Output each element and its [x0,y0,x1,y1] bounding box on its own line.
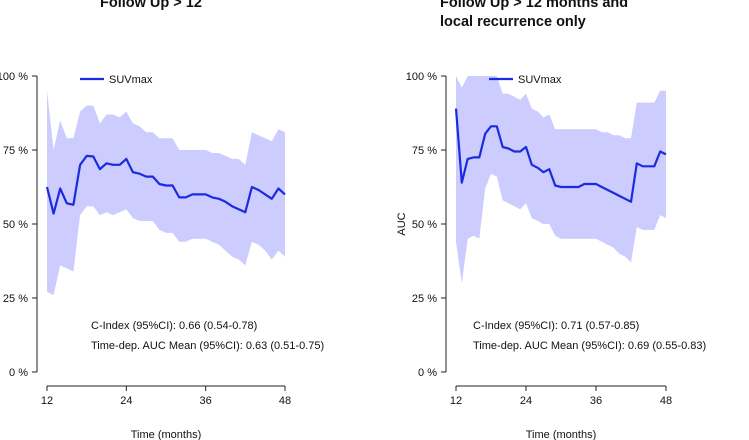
x-axis-label: Time (months) [131,429,202,440]
y-tick-label: 50 % [3,219,28,231]
confidence-band [456,76,666,284]
y-tick-label: 0 % [9,367,28,379]
x-axis-label: Time (months) [526,429,597,440]
y-tick-label: 50 % [412,219,437,231]
y-tick-label: 25 % [412,293,437,305]
chart-panel-right: Follow Up > 12 months and local recurren… [374,0,748,440]
series-line-suvmax [45,154,286,215]
y-tick-label: 100 % [0,71,28,83]
x-tick-label: 48 [279,395,291,407]
annotation-time-dep-auc: Time-dep. AUC Mean (95%CI): 0.63 (0.51-0… [91,340,324,352]
annotation-time-dep-auc: Time-dep. AUC Mean (95%CI): 0.69 (0.55-0… [473,340,706,352]
x-tick-label: 36 [200,395,212,407]
chart-title: Follow Up > 12 months and local recurren… [440,0,629,30]
x-tick-label: 12 [450,395,462,407]
annotation-c-index: C-Index (95%CI): 0.71 (0.57-0.85) [473,320,639,332]
confidence-band [47,90,285,295]
y-tick-label: 100 % [406,71,437,83]
y-axis-label: AUC [396,212,408,235]
chart-title: Follow Up > 12 [100,0,202,11]
y-tick-label: 0 % [418,367,437,379]
legend-label: SUVmax [518,74,562,86]
chart-panel-left: Follow Up > 12 0 % 25 % 50 % 75 % 100 % 12 24 3… [0,0,374,440]
x-tick-label: 36 [590,395,602,407]
annotation-c-index: C-Index (95%CI): 0.66 (0.54-0.78) [91,320,257,332]
x-tick-label: 24 [120,395,132,407]
chart-svg: 0 % 25 % 50 % 75 % 100 % 12 24 36 48 AUC Time (mon… [396,71,706,440]
y-tick-label: 25 % [3,293,28,305]
y-tick-label: 75 % [412,145,437,157]
y-tick-label: 75 % [3,145,28,157]
legend-label: SUVmax [109,74,153,86]
x-tick-label: 24 [520,395,532,407]
x-tick-label: 48 [660,395,672,407]
x-tick-label: 12 [41,395,53,407]
series-line-suvmax [454,108,667,203]
